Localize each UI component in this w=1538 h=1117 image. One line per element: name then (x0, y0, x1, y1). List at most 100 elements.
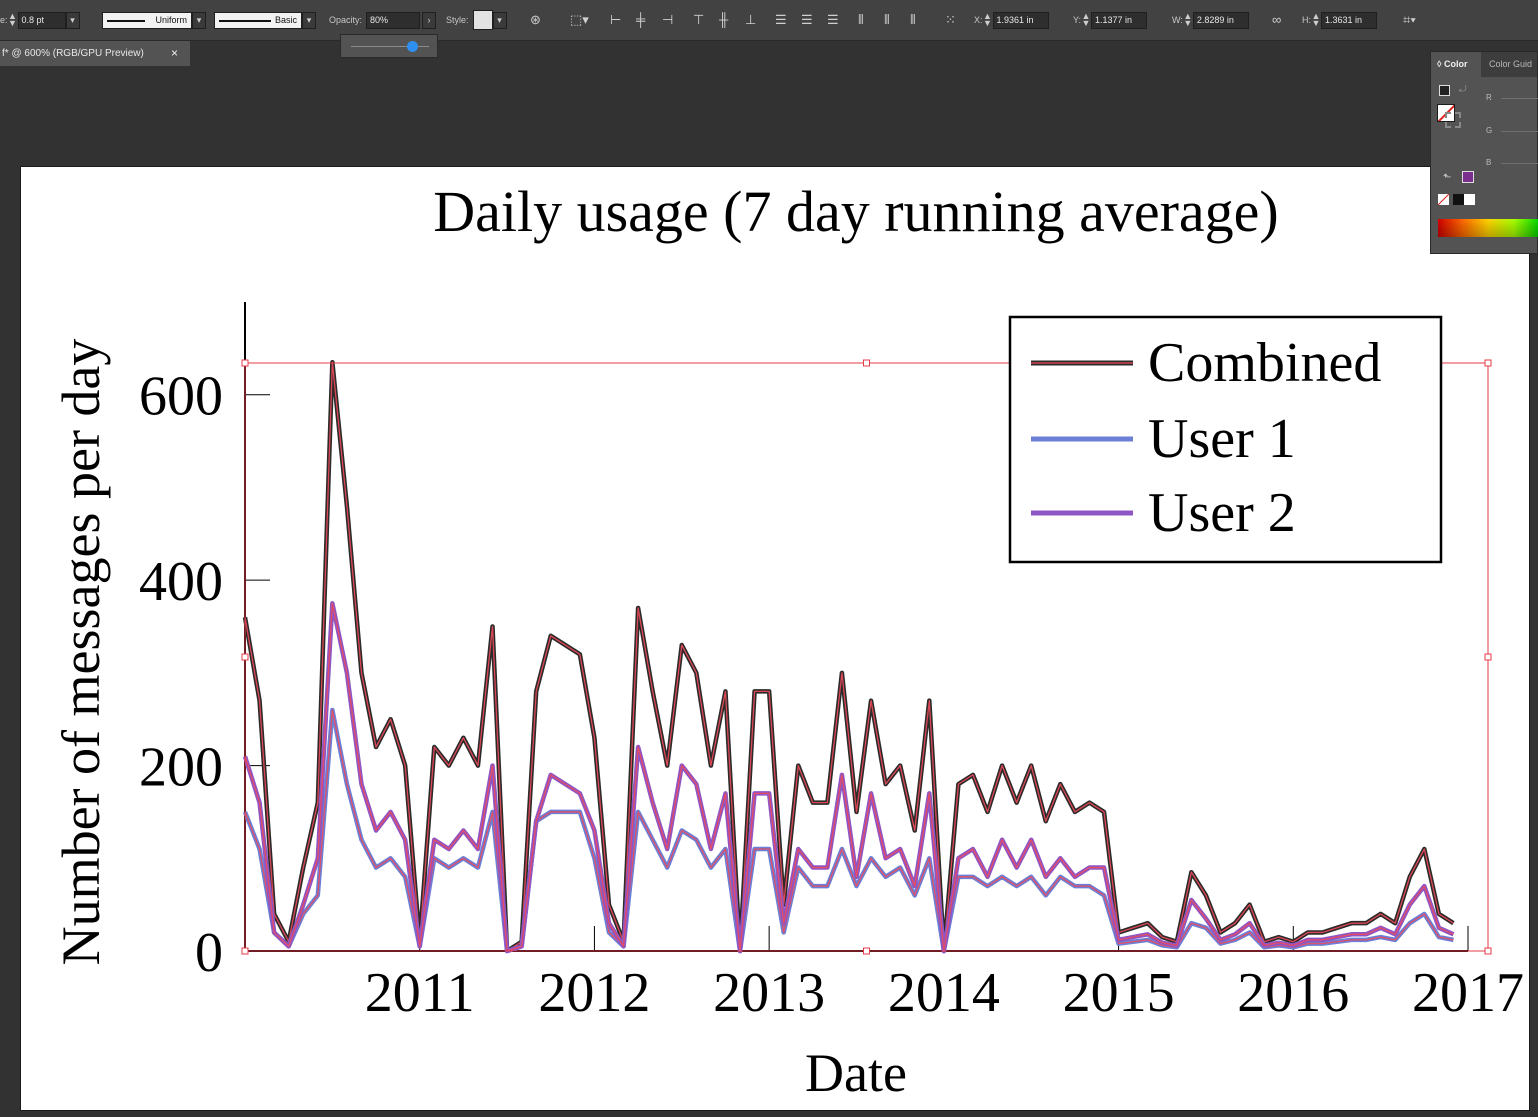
selection-handle (863, 359, 870, 367)
align-bottom-icon[interactable]: ⊥ (745, 12, 757, 27)
color-spectrum-bar[interactable] (1438, 219, 1538, 237)
channel-b-slider[interactable] (1501, 163, 1538, 164)
stroke-size-stepper[interactable]: ▲ ▼ (8, 11, 17, 28)
align-right-icon[interactable]: ⊣ (662, 12, 674, 27)
y-label: Y: (1073, 15, 1082, 25)
control-bar: e: ▲ ▼ 0.8 pt ▾ Uniform ▾ Basic ▾ Opacity… (0, 0, 1538, 41)
height-group: H: ▲ ▼ 1.3631 in (1302, 0, 1377, 40)
w-field[interactable]: 2.8289 in (1192, 11, 1249, 29)
selection-handle (241, 653, 249, 661)
align-to-selection-icon[interactable]: ⬚▾ (570, 12, 589, 27)
transform-options-icon[interactable]: ⌗▾ (1403, 12, 1416, 27)
x-field[interactable]: 1.9361 in (992, 11, 1049, 29)
x-tick-label-2011: 2011 (365, 962, 475, 1024)
channel-r-label: R (1486, 93, 1492, 102)
align-left-icon[interactable]: ⊢ (610, 12, 622, 27)
series-highlight-user-2 (244, 602, 1454, 952)
w-stepper[interactable]: ▲ ▼ (1183, 11, 1193, 28)
selection-handle (1484, 653, 1492, 661)
brush-definition-group: Basic ▾ (214, 0, 316, 40)
x-tick-label-2012: 2012 (538, 962, 650, 1024)
align-top-icon[interactable]: ⊤ (693, 12, 705, 27)
x-tick-label-2013: 2013 (713, 962, 825, 1024)
stroke-size-group: e: ▲ ▼ 0.8 pt ▾ (0, 0, 80, 40)
out-of-gamut-icon[interactable]: ⬑ (1443, 172, 1452, 183)
variable-width-dropdown[interactable]: ▾ (192, 11, 206, 29)
legend-label-user-2: User 2 (1148, 482, 1296, 544)
channel-g-slider[interactable] (1501, 131, 1538, 132)
opacity-slider-popup (340, 34, 438, 58)
graphic-style-swatch[interactable] (472, 10, 493, 30)
graphic-style-dropdown[interactable]: ▾ (492, 11, 507, 29)
x-tick-label-2016: 2016 (1237, 962, 1349, 1024)
opacity-label: Opacity: (329, 15, 363, 25)
opacity-group: Opacity: 80% › (329, 0, 437, 40)
black-swatch[interactable] (1453, 194, 1464, 205)
legend[interactable]: Combined User 1 User 2 (1008, 315, 1443, 564)
white-swatch[interactable] (1464, 194, 1475, 205)
reference-point-icon[interactable]: ⁙ (945, 12, 956, 27)
channel-b-label: B (1486, 158, 1492, 167)
align-horizontal-center-icon[interactable]: ╪ (636, 12, 646, 27)
style-group: Style: ▾ (446, 0, 507, 40)
tab-color-guide[interactable]: Color Guid (1489, 59, 1533, 69)
channel-r-slider[interactable] (1501, 98, 1538, 99)
distribute-vertical-center-icon[interactable]: ☰ (801, 12, 813, 27)
constrain-proportions-link-icon[interactable]: ∞ (1272, 12, 1282, 27)
none-color-swatch[interactable] (1438, 194, 1449, 205)
h-stepper[interactable]: ▲ ▼ (1311, 11, 1321, 28)
width-group: W: ▲ ▼ 2.8289 in (1172, 0, 1249, 40)
recolor-artwork-icon[interactable]: ⊛ (530, 12, 541, 27)
artboard[interactable]: Daily usage (7 day running average) Numb… (20, 166, 1530, 1111)
opacity-field[interactable]: 80% (366, 11, 421, 29)
y-field[interactable]: 1.1377 in (1091, 11, 1148, 29)
y-position-group: Y: ▲ ▼ 1.1377 in (1073, 0, 1148, 40)
x-tick-label-2014: 2014 (888, 962, 1000, 1024)
opacity-slider-thumb[interactable] (407, 41, 418, 52)
y-tick-label-0: 0 (195, 922, 223, 984)
style-label: Style: (446, 15, 469, 25)
stroke-size-dropdown[interactable]: ▾ (65, 11, 80, 29)
x-axis-label: Date (805, 1043, 907, 1103)
align-vertical-center-icon[interactable]: ╫ (719, 12, 729, 27)
document-tab[interactable]: f* @ 600% (RGB/GPU Preview) × (0, 41, 190, 66)
y-tick-label-600: 600 (139, 366, 223, 428)
brush-definition-dropdown[interactable]: ▾ (302, 11, 316, 29)
distribute-bottom-icon[interactable]: ☰ (827, 12, 839, 27)
y-stepper[interactable]: ▲ ▼ (1081, 11, 1091, 28)
variable-width-profile-select[interactable]: Uniform (102, 11, 192, 29)
color-panel-tabs: ◊ Color Color Guid (1431, 52, 1537, 77)
y-tick-label-400: 400 (139, 551, 223, 613)
brush-definition-label: Basic (274, 14, 297, 25)
channel-g-label: G (1486, 126, 1493, 135)
close-tab-icon[interactable]: × (170, 46, 178, 60)
x-stepper[interactable]: ▲ ▼ (983, 11, 992, 28)
opacity-popup-toggle[interactable]: › (422, 11, 437, 29)
series-highlight-combined (244, 361, 1454, 952)
swap-fill-stroke-icon[interactable]: ⤾ (1459, 84, 1467, 94)
x-label: X: (974, 15, 983, 25)
opacity-slider-track[interactable] (351, 46, 429, 47)
selection-bounding-box[interactable] (241, 359, 1492, 955)
chart[interactable]: Daily usage (7 day running average) Numb… (21, 167, 1529, 1110)
distribute-left-icon[interactable]: ⦀ (858, 12, 864, 27)
tab-color[interactable]: ◊ Color (1431, 52, 1481, 77)
distribute-horizontal-center-icon[interactable]: ⦀ (884, 12, 890, 27)
selected-color-chip[interactable] (1462, 171, 1474, 183)
stroke-size-field[interactable]: 0.8 pt (17, 11, 66, 29)
w-label: W: (1172, 15, 1183, 25)
default-fill-stroke-icon[interactable] (1439, 85, 1450, 96)
stroke-swatch[interactable] (1445, 112, 1461, 128)
brush-definition-select[interactable]: Basic (214, 11, 302, 29)
variable-width-profile-label: Uniform (155, 14, 187, 25)
selection-handle (1484, 947, 1492, 955)
distribute-right-icon[interactable]: ⦀ (910, 12, 916, 27)
legend-label-user-1: User 1 (1148, 408, 1296, 470)
document-tab-title: f* @ 600% (RGB/GPU Preview) (2, 48, 144, 59)
axes: 0 200 400 600 2011 2012 2013 2014 2015 2016 2017 (139, 302, 1524, 1024)
y-tick-label-200: 200 (139, 737, 223, 799)
legend-label-combined: Combined (1148, 332, 1381, 394)
h-field[interactable]: 1.3631 in (1321, 11, 1377, 29)
h-label: H: (1302, 15, 1311, 25)
distribute-top-icon[interactable]: ☰ (775, 12, 787, 27)
